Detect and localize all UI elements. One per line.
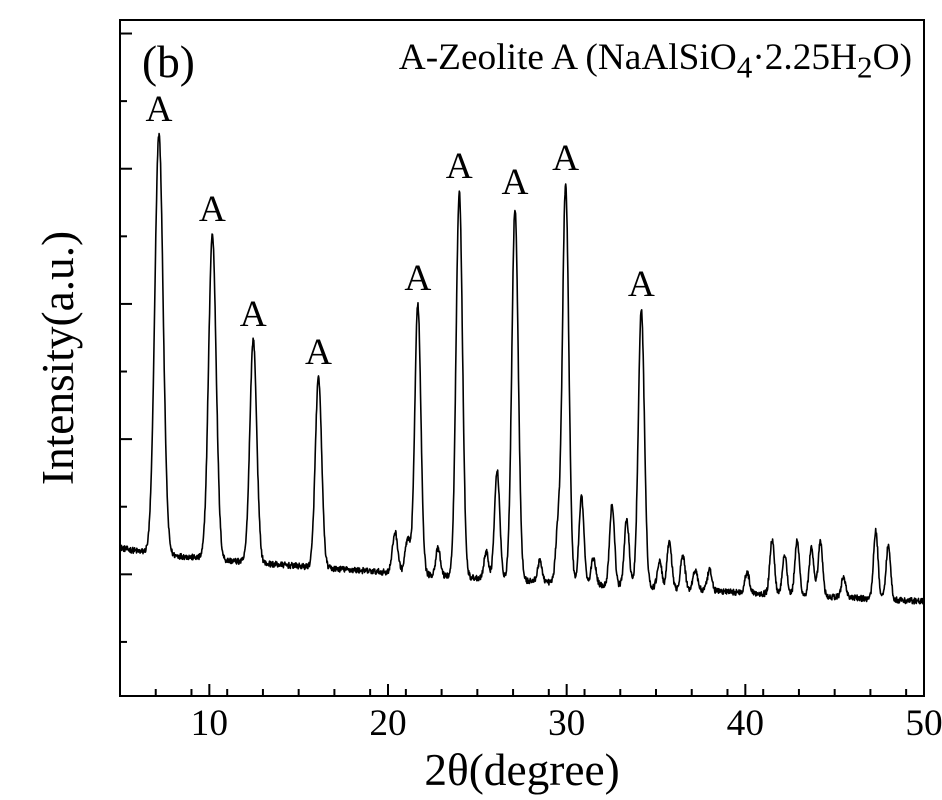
xrd-figure: (b) A-Zeolite A (NaAlSiO4·2.25H2O) 2θ(de… [0,0,942,800]
panel-label: (b) [142,36,195,88]
peak-label: A [404,257,431,300]
peak-label: A [502,161,529,204]
x-axis-label: 2θ(degree) [424,744,619,796]
x-tick-label: 50 [905,702,942,745]
x-tick-label: 20 [369,702,406,745]
peak-label: A [552,137,579,180]
x-tick-label: 40 [727,702,764,745]
peak-label: A [240,293,267,336]
x-tick-label: 30 [548,702,585,745]
legend-text: A-Zeolite A (NaAlSiO4·2.25H2O) [399,36,912,85]
peak-label: A [199,188,226,231]
xrd-plot-svg [0,0,942,800]
peak-label: A [145,88,172,131]
peak-label: A [305,331,332,374]
peak-label: A [446,145,473,188]
x-tick-label: 10 [191,702,228,745]
y-axis-label: Intensity(a.u.) [32,231,84,485]
peak-label: A [628,263,655,306]
